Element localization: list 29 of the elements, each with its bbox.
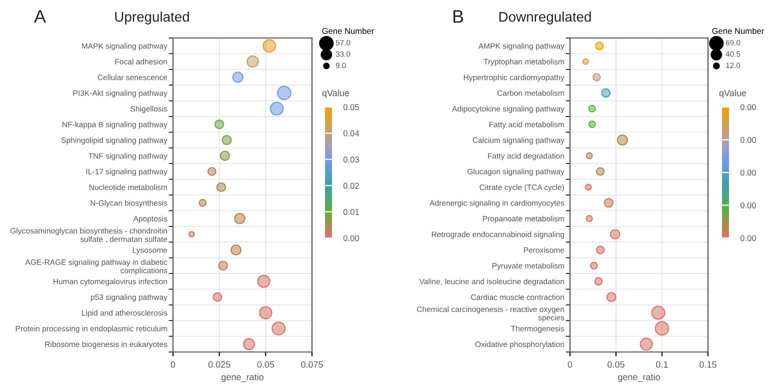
x-tick-label: 0 <box>170 361 176 368</box>
color-bar-label: 0.02 <box>343 182 359 189</box>
text: A <box>34 10 46 23</box>
chart-title: Downregulated <box>499 12 591 24</box>
legend-title: Gene Number <box>712 28 764 34</box>
color-bar-label: 0.01 <box>343 209 359 215</box>
color-bar-label: 0.00 <box>740 235 756 242</box>
x-tick-label: 0.075 <box>301 361 323 368</box>
color-bar-label: 0.00 <box>740 104 756 110</box>
color-bar-label: 0.05 <box>343 104 359 110</box>
color-bar-label: 0.03 <box>343 156 359 162</box>
color-bar-label: 0.00 <box>740 202 756 208</box>
color-bar-label: 0.00 <box>343 235 360 242</box>
x-axis-title: gene_ratio <box>618 374 660 382</box>
color-bar-label: 0.00 <box>740 136 756 143</box>
x-tick-label: 0.1 <box>656 361 668 368</box>
color-bar-label: 0.00 <box>740 170 756 176</box>
chart-title: Upregulated <box>115 12 189 24</box>
color-bar-title: qValue <box>719 90 746 98</box>
legend-title: Gene Number <box>322 28 374 34</box>
x-tick-label: 0.05 <box>608 361 624 368</box>
x-axis-title: gene_ratio <box>222 374 264 382</box>
color-bar-label: 0.04 <box>343 130 360 136</box>
x-tick-label: 0.025 <box>208 361 230 368</box>
text: B <box>453 10 464 23</box>
x-tick-label: 0 <box>568 361 572 368</box>
x-tick-label: 0.05 <box>257 361 274 368</box>
color-bar-title: qValue <box>322 90 350 98</box>
x-tick-label: 0.15 <box>700 361 716 368</box>
